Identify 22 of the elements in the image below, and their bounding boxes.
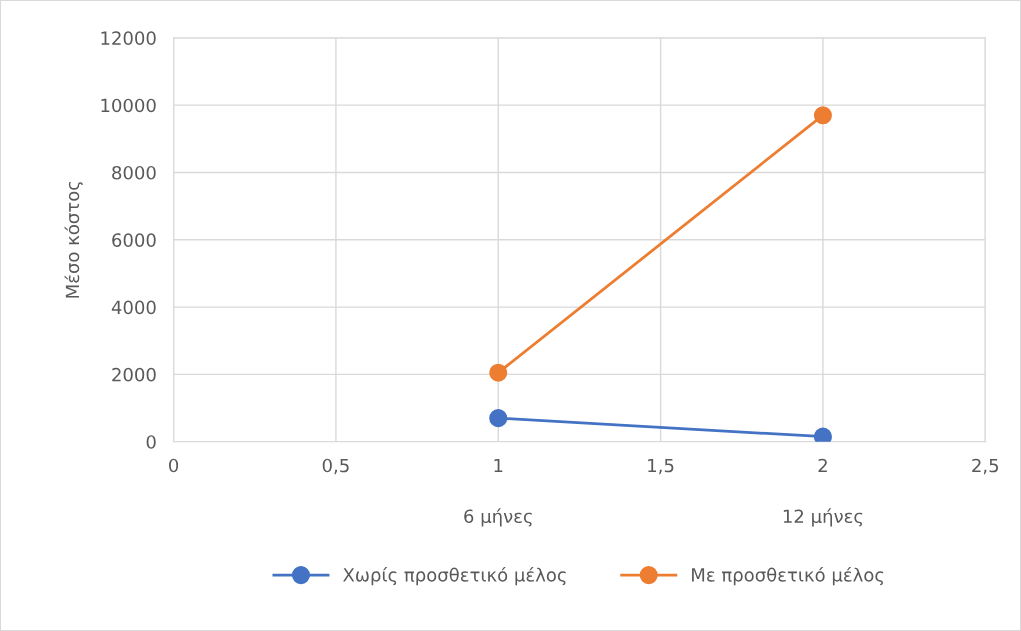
x-tick-label: 1 bbox=[494, 458, 503, 473]
legend-label: Με προσθετικό μέλος bbox=[692, 566, 884, 586]
y-tick-label: 10000 bbox=[101, 98, 156, 113]
y-axis-title: Μέσο κόστος bbox=[64, 181, 83, 298]
text: 6 μήνες bbox=[464, 508, 532, 527]
x-tick-label: 0,5 bbox=[322, 458, 349, 475]
y-tick-label: 12000 bbox=[101, 31, 156, 45]
x-tick-label: 2,5 bbox=[972, 458, 999, 475]
x-tick-label: 1,5 bbox=[648, 458, 674, 475]
point bbox=[489, 409, 508, 428]
y-tick-label: 4000 bbox=[111, 300, 156, 315]
y-tick-label: 2000 bbox=[112, 367, 156, 382]
x-tick-label: 0 bbox=[169, 458, 179, 473]
x-tick-label: 2 bbox=[818, 458, 827, 473]
text: 12 μήνες bbox=[783, 508, 863, 527]
point bbox=[813, 427, 832, 442]
y-tick-label: 0 bbox=[146, 435, 156, 449]
y-tick-label: 8000 bbox=[112, 165, 156, 180]
y-tick-label: 6000 bbox=[112, 233, 156, 247]
legend-label: Χωρίς προσθετικό μέλος bbox=[343, 566, 566, 586]
point bbox=[813, 106, 832, 125]
point bbox=[489, 363, 508, 382]
